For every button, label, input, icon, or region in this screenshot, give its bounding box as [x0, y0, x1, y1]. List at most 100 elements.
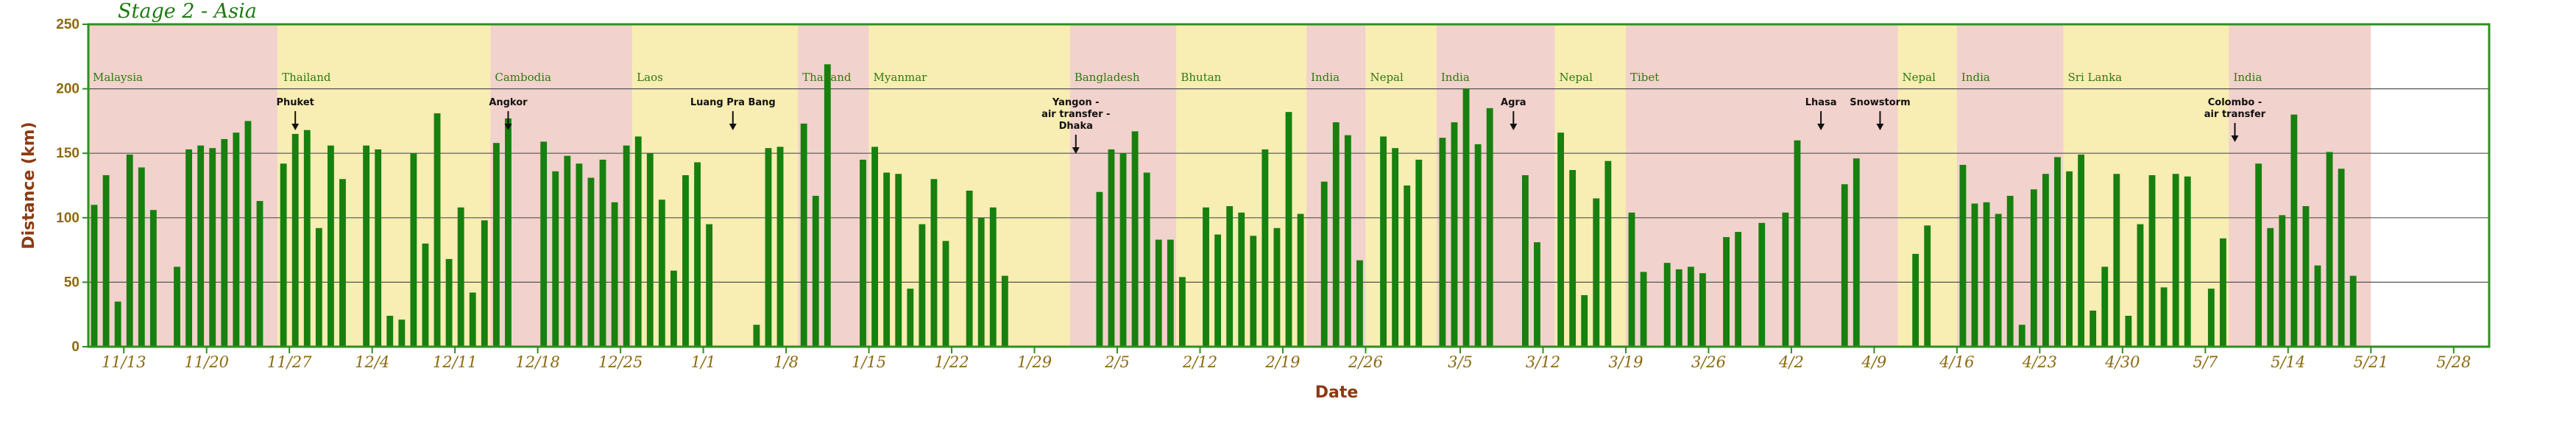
bar — [682, 174, 689, 347]
bar — [1155, 239, 1162, 347]
bar — [209, 148, 216, 347]
bar — [1320, 181, 1328, 347]
bar — [1699, 273, 1706, 347]
bar — [1959, 164, 1967, 347]
bar — [339, 179, 346, 347]
bar — [386, 315, 394, 347]
annotation-label: air transfer - — [1041, 109, 1110, 120]
chart-title: Stage 2 - Asia — [118, 0, 257, 23]
bar — [1143, 172, 1150, 347]
bar — [126, 154, 133, 347]
annotation-arrowhead — [2231, 135, 2239, 142]
bar — [1344, 135, 1351, 347]
bar — [492, 143, 500, 347]
country-band — [2229, 24, 2371, 347]
bar — [1758, 222, 1766, 347]
annotation-arrowhead — [504, 124, 512, 130]
bar — [505, 118, 512, 347]
bar — [977, 217, 985, 347]
bar — [1735, 232, 1742, 347]
x-tick-label: 11/13 — [102, 353, 146, 371]
bar — [2290, 114, 2298, 347]
x-tick-label: 3/12 — [1526, 353, 1560, 371]
country-label: India — [1311, 71, 1340, 84]
bar — [942, 241, 949, 347]
bar — [2125, 315, 2132, 347]
x-tick-label: 3/19 — [1608, 353, 1643, 371]
bar — [1203, 207, 1209, 347]
bar — [1356, 260, 1363, 347]
plot-frame — [87, 23, 2491, 348]
bar — [91, 205, 98, 347]
y-tick-label: 50 — [64, 275, 79, 290]
y-tick-label: 200 — [56, 82, 79, 97]
bar — [1640, 272, 1647, 347]
bar — [824, 64, 831, 347]
bar — [149, 210, 157, 347]
bar — [2030, 189, 2037, 347]
bar — [469, 292, 476, 347]
bar — [1226, 206, 1234, 347]
y-tick-label: 150 — [56, 146, 79, 161]
bar — [434, 113, 441, 347]
annotation-label: air transfer — [2204, 109, 2266, 120]
bar — [2349, 275, 2357, 347]
x-tick-label: 3/5 — [1448, 353, 1473, 371]
bar — [812, 196, 819, 347]
country-band — [1365, 24, 1437, 347]
bar — [1451, 122, 1458, 347]
bar — [1167, 239, 1174, 347]
bar — [1119, 153, 1127, 347]
country-label: Thailand — [802, 71, 852, 84]
bar — [1285, 112, 1292, 347]
country-label: India — [2233, 71, 2262, 84]
bar — [233, 132, 240, 347]
bar — [1782, 212, 1789, 347]
bar — [1214, 234, 1222, 347]
bar — [280, 163, 287, 347]
annotations: Phuket Angkor Luang Pra Bang Yangon -air tr… — [277, 97, 2266, 154]
bar — [375, 149, 382, 347]
bar — [2314, 265, 2321, 347]
bar — [2066, 171, 2073, 347]
x-tick-label: 1/29 — [1017, 353, 1052, 371]
bar — [2113, 174, 2120, 347]
bar — [2006, 196, 2014, 347]
bar — [564, 155, 571, 347]
bar — [552, 171, 559, 347]
x-tick-label: 4/23 — [2022, 353, 2057, 371]
bar — [1392, 148, 1399, 347]
bar — [1995, 213, 2002, 347]
bar — [1439, 138, 1446, 347]
annotation-label: Yangon - — [1052, 97, 1100, 108]
bar — [1273, 227, 1281, 347]
x-tick-label: 2/5 — [1104, 353, 1130, 371]
bar — [398, 319, 406, 347]
bar — [611, 202, 618, 347]
bar — [776, 146, 784, 347]
bar — [2148, 174, 2156, 347]
bar — [1486, 107, 1493, 347]
x-tick-label: 1/8 — [774, 353, 799, 371]
bar — [1628, 212, 1635, 347]
bar — [221, 138, 228, 347]
bar — [658, 199, 665, 347]
x-tick-label: 12/4 — [355, 353, 389, 371]
bar — [1841, 184, 1848, 347]
bar — [291, 133, 299, 347]
bar — [2207, 289, 2215, 347]
bar — [2054, 157, 2061, 347]
bar — [1557, 132, 1565, 347]
bar — [2090, 310, 2097, 347]
bar — [2018, 325, 2025, 347]
annotation-arrowhead — [1876, 124, 1884, 130]
bar — [540, 141, 548, 347]
bar — [174, 266, 180, 347]
bar — [102, 174, 110, 347]
x-tick-label: 4/16 — [1939, 353, 1974, 371]
country-label: Nepal — [1370, 71, 1404, 84]
bar — [871, 146, 879, 347]
bar — [989, 207, 997, 347]
country-label: Nepal — [1903, 71, 1936, 84]
bar — [2279, 215, 2286, 347]
